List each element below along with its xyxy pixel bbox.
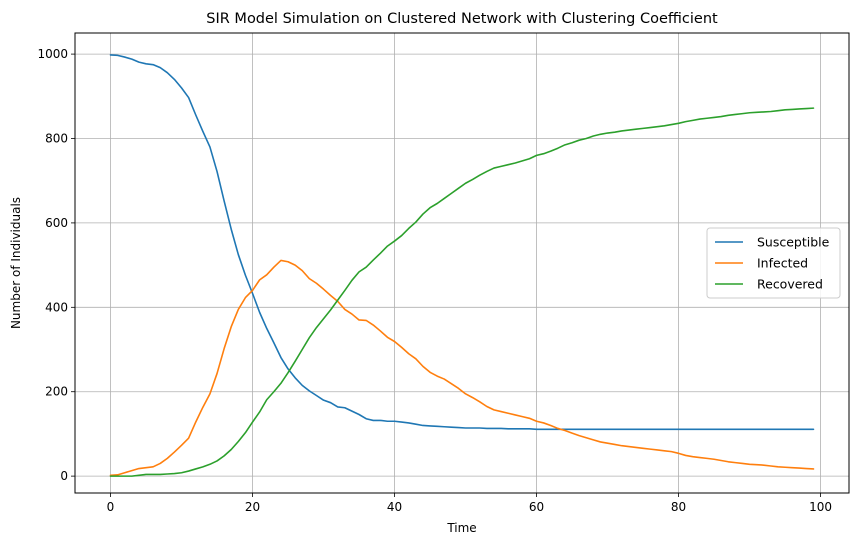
y-tick-label: 800 <box>45 132 68 146</box>
grid-lines <box>75 33 849 493</box>
series-line-susceptible <box>109 54 815 431</box>
x-tick-label: 100 <box>809 500 832 514</box>
x-tick-label: 40 <box>387 500 402 514</box>
x-axis-label: Time <box>446 521 476 535</box>
legend: Susceptible Infected Recovered <box>706 227 841 299</box>
x-tick-label: 80 <box>671 500 686 514</box>
series-line-infected <box>109 259 815 477</box>
y-tick-label: 400 <box>45 300 68 314</box>
chart-title: SIR Model Simulation on Clustered Networ… <box>206 11 718 27</box>
y-tick-label: 200 <box>45 385 68 399</box>
x-tick-label: 60 <box>529 500 544 514</box>
legend-label-susceptible: Susceptible <box>757 235 830 250</box>
y-tick-label: 0 <box>60 469 68 483</box>
legend-label-recovered: Recovered <box>757 277 823 292</box>
series-lines <box>109 54 815 477</box>
plot-frame <box>74 32 850 494</box>
y-axis-label: Number of Individuals <box>9 197 23 329</box>
y-tick-label: 1000 <box>37 47 68 61</box>
x-tick-label: 0 <box>107 500 115 514</box>
legend-box <box>706 227 841 299</box>
series-line-recovered <box>109 107 815 477</box>
y-tick-label: 600 <box>45 216 68 230</box>
x-tick-label: 20 <box>245 500 260 514</box>
legend-label-infected: Infected <box>757 256 808 271</box>
